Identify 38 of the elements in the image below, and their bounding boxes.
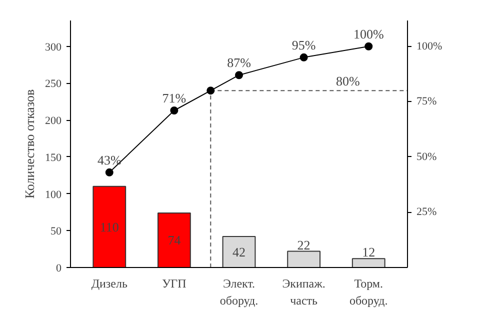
point — [300, 53, 308, 62]
bar — [352, 258, 386, 268]
data-label: 12 — [362, 244, 376, 260]
y-tick-label: 150 — [45, 152, 62, 164]
y-tick-label: 300 — [45, 41, 62, 54]
y-tick-label: 0 — [56, 262, 62, 274]
bar — [92, 186, 126, 268]
y-tick-label: 50 — [50, 226, 62, 238]
bar — [222, 236, 256, 268]
data-label: 71% — [162, 90, 186, 106]
y-tick-label: 250 — [45, 78, 62, 90]
x-tick-label: Торм. оборуд. — [349, 276, 388, 308]
bar — [287, 250, 321, 268]
point — [170, 106, 178, 114]
point — [105, 168, 114, 176]
point — [235, 71, 243, 80]
x-tick-label: Экипаж. часть — [282, 276, 326, 308]
data-label: 22 — [297, 237, 310, 252]
bar — [157, 212, 191, 268]
y-axis-title: Количество отказов — [22, 89, 37, 199]
data-label: 74 — [168, 232, 182, 248]
point — [364, 42, 373, 50]
y2-tick-label: 75% — [416, 96, 437, 108]
y-tick-label: 200 — [45, 115, 62, 128]
data-label: 87% — [227, 55, 252, 70]
y-tick-label: 100 — [45, 188, 62, 201]
x-tick-label: Дизель — [91, 276, 128, 290]
x-tick-label: Элект. оборуд. — [220, 276, 258, 308]
y2-tick-label: 25% — [416, 206, 437, 218]
data-label: 100% — [353, 26, 384, 42]
y2-tick-label: 50% — [416, 150, 437, 163]
x-tick-label: УГП — [162, 276, 187, 290]
data-label: 95% — [292, 37, 316, 52]
y2-tick-label: 100% — [416, 40, 442, 52]
data-label: 42 — [232, 244, 246, 260]
data-label: 110 — [100, 219, 119, 234]
data-label: 43% — [97, 152, 122, 168]
ref-line-label: 80% — [336, 74, 360, 89]
